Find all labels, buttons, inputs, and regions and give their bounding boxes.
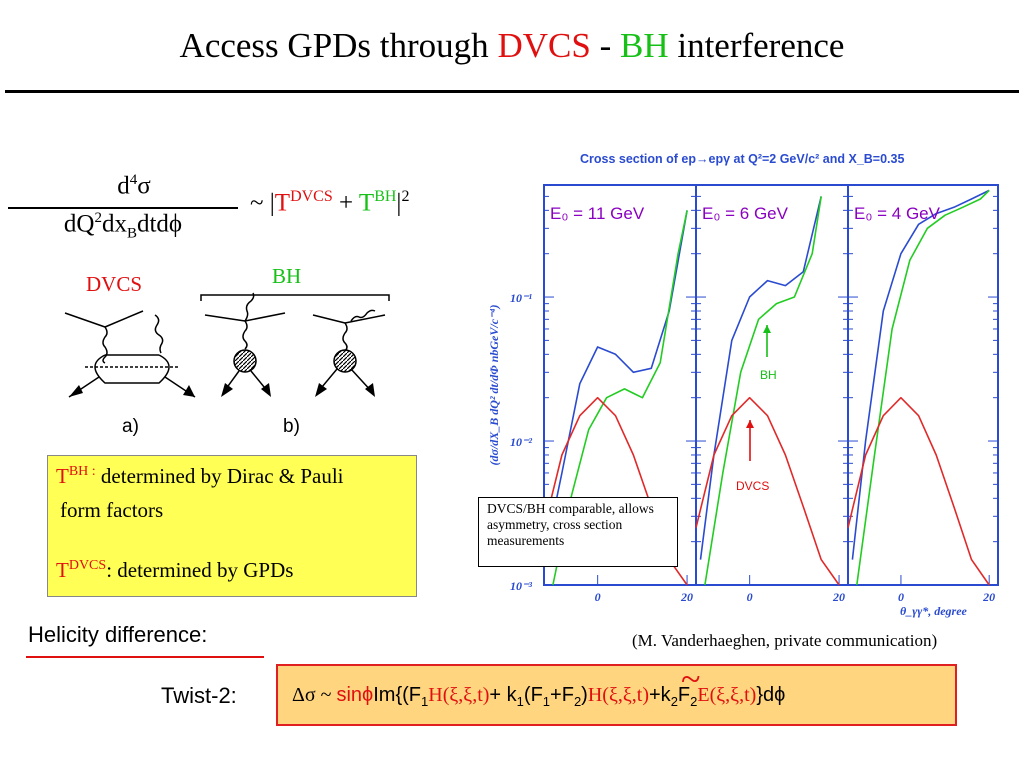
dvcs-determination: TDVCS: determined by GPDs — [56, 558, 294, 582]
x-tick-label: 20 — [832, 590, 845, 604]
title-divider — [5, 90, 1019, 93]
dvcs-diagram — [64, 310, 196, 398]
tilde-mark: ~ — [681, 659, 701, 699]
series-line-bh — [552, 210, 688, 586]
chart-title: Cross section of ep→epγ at Q²=2 GeV/c² a… — [580, 152, 904, 166]
x-tick-label: 20 — [680, 590, 693, 604]
series-line-bh — [704, 196, 822, 586]
dvcs-diagram-label: DVCS — [86, 272, 143, 296]
bh-annotation-arrowhead — [763, 325, 771, 333]
title-bh: BH — [619, 26, 669, 65]
title-post: interference — [668, 26, 845, 65]
bh-blob-2 — [333, 349, 357, 373]
comparison-note: DVCS/BH comparable, allows asymmetry, cr… — [478, 497, 678, 567]
series-line-dvcs-bh — [851, 189, 990, 560]
x-tick-label: 0 — [898, 590, 904, 604]
panel-label: E₀ = 11 GeV — [550, 204, 645, 223]
fraction-bar — [8, 207, 238, 209]
panel-label: E₀ = 6 GeV — [702, 204, 789, 223]
helicity-underline — [26, 656, 264, 658]
bh-blob-1 — [233, 349, 257, 373]
twist-formula: Δσ ~ sinϕIm{(F1H(ξ,ξ,t)+ k1(F1+F2)H(ξ,ξ,… — [292, 684, 786, 709]
twist-formula-box: ~ Δσ ~ sinϕIm{(F1H(ξ,ξ,t)+ k1(F1+F2)H(ξ,… — [276, 659, 957, 726]
title-dvcs: DVCS — [497, 26, 591, 65]
bh-diagram-1 — [204, 292, 286, 394]
bh-determination-cont: form factors — [60, 498, 164, 522]
chart-panel-frame — [695, 184, 849, 586]
x-tick-label: 0 — [747, 590, 753, 604]
title-text: Access GPDs through — [179, 26, 498, 65]
page-title: Access GPDs through DVCS - BH interferen… — [0, 26, 1024, 66]
reference-citation: (M. Vanderhaeghen, private communication… — [632, 631, 938, 650]
y-tick-label: 10⁻¹ — [510, 291, 532, 305]
x-tick-label: 20 — [982, 590, 995, 604]
xsec-proportionality: ~ |TDVCS + TBH|2 — [250, 188, 410, 217]
helicity-heading: Helicity difference: — [28, 622, 208, 647]
y-tick-label: 10⁻² — [510, 435, 532, 449]
series-line-dvcs — [695, 396, 840, 586]
bh-bracket — [200, 294, 390, 301]
xsec-numerator: d4σ — [117, 172, 151, 200]
cross-section-chart: Cross section of ep→epγ at Q²=2 GeV/c² a… — [487, 152, 999, 618]
dvcs-annotation-arrowhead — [746, 420, 754, 428]
xsec-denominator: dQ2dxBdtdϕ — [63, 210, 183, 242]
dvcs-annotation-label: DVCS — [736, 479, 769, 493]
diagram-b-label: b) — [283, 416, 300, 437]
diagram-a-label: a) — [122, 416, 139, 437]
feynman-diagrams — [64, 292, 390, 398]
chart-x-label: θ_γγ*, degree — [900, 604, 968, 618]
chart-panel-frame — [847, 184, 999, 586]
series-line-dvcs — [847, 396, 990, 586]
gpd-info-box: TBH : determined by Dirac & Pauli form f… — [47, 455, 417, 597]
bh-determination: TBH : determined by Dirac & Pauli — [56, 464, 344, 488]
bh-annotation-label: BH — [760, 368, 777, 382]
x-tick-label: 0 — [595, 590, 601, 604]
panel-label: E₀ = 4 GeV — [854, 204, 941, 223]
title-dash: - — [590, 26, 620, 65]
series-line-dvcs-bh — [699, 196, 822, 560]
twist-label: Twist-2: — [161, 683, 237, 708]
series-line-bh — [856, 189, 990, 586]
bh-diagram-label: BH — [272, 264, 302, 288]
chart-y-label: (dσ/dX_B dQ² dt/dΦ nbGeV/c⁻⁴) — [487, 304, 501, 465]
y-tick-label: 10⁻³ — [510, 579, 532, 593]
